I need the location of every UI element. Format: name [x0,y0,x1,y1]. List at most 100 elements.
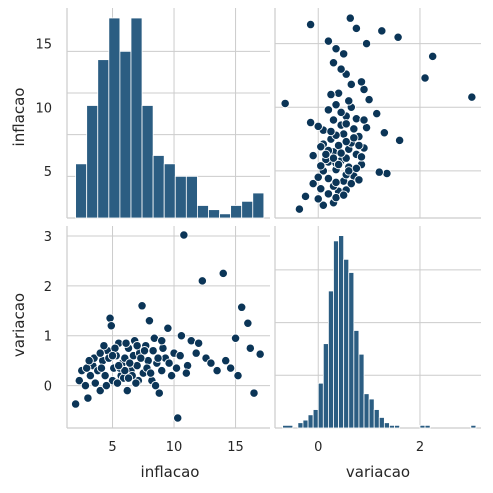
scatter-point [349,124,359,134]
histogram-bar [338,235,345,429]
histogram-bar [152,155,165,219]
scatter-point [420,73,430,83]
y-axis-label-inflacao: inflacao [10,88,28,147]
histogram-bar [368,398,375,429]
scatter-point [237,302,247,312]
scatter-point [123,373,134,383]
histogram-bar [86,105,99,219]
histogram-bar [322,343,329,429]
scatter-point [96,363,107,373]
scatter-point [361,38,372,49]
panel-hist-variacao [274,226,481,429]
scatter-point [359,84,369,95]
y-tick-label: 5 [44,165,52,180]
scatter-point [336,148,346,158]
histogram-bar [252,192,265,219]
scatter-point [197,276,207,286]
x-tick-label: 5 [108,440,116,455]
histogram-bar [328,290,334,429]
y-tick-label: 10 [35,101,52,116]
scatter-point [80,380,91,391]
scatter-point [331,177,341,188]
scatter-point [157,365,167,376]
scatter-point [132,341,142,351]
scatter-point [339,129,349,139]
scatter-point [300,191,311,202]
y-tick-label: 1 [44,330,52,345]
scatter-point [179,230,189,240]
scatter-point [374,167,384,177]
scatter-point [243,318,253,328]
scatter-point [331,192,341,203]
scatter-point [121,338,131,348]
x-tick-label: 10 [166,440,183,455]
scatter-point [328,58,339,68]
scatter-point [333,140,344,151]
scatter-point [99,341,109,351]
scatter-point [225,363,236,373]
scatter-point [428,51,438,62]
histogram-bar [219,213,232,219]
scatter-point [137,301,147,311]
x-axis-label-variacao: variacao [346,463,410,481]
scatter-point [323,105,334,115]
scatter-point [175,351,185,361]
scatter-point [308,150,318,161]
scatter-point [323,36,334,46]
histogram-bar [317,382,324,429]
scatter-point [120,365,130,376]
scatter-point [328,115,339,125]
histogram-bar [241,200,254,219]
scatter-point [354,175,364,185]
x-tick-label: 15 [227,440,244,455]
scatter-point [182,361,193,371]
histogram-bar [333,240,339,429]
scatter-point [323,189,334,199]
scatter-point [382,168,392,179]
scatter-point [321,149,331,160]
histogram-bar [419,424,426,429]
scatter-point [351,114,362,124]
histogram-bar [108,17,121,219]
histogram-bar [130,17,143,219]
histogram-bar [307,414,314,429]
scatter-point [344,166,354,176]
scatter-point [191,348,201,358]
scatter-point [212,365,222,376]
scatter-point [344,96,354,106]
scatter-point [173,413,183,423]
histogram-bar [163,163,176,219]
scatter-point [336,64,346,74]
scatter-point [106,321,116,331]
scatter-point [101,380,112,391]
scatter-point [221,356,231,366]
scatter-point [394,135,405,146]
histogram-bar [378,417,385,429]
panel-scatter-variacao-vs-inflacao-top [274,8,481,219]
scatter-point [364,94,374,105]
scatter-point [105,313,115,323]
scatter-point [333,88,344,98]
scatter-point [153,353,163,363]
scatter-point [341,119,351,129]
scatter-point [148,346,158,356]
scatter-point [318,200,328,210]
histogram-bar [97,59,110,219]
scatter-point [193,338,204,348]
scatter-point [206,358,216,368]
scatter-point [157,336,167,346]
scatter-point [305,117,316,128]
histogram-bar [312,409,319,429]
scatter-point [85,370,96,381]
histogram-bar [208,209,220,219]
histogram-bar [75,163,88,219]
scatter-point [139,346,150,356]
scatter-point [313,194,323,204]
histogram-bar [383,422,390,429]
scatter-point [356,77,367,87]
scatter-point [176,331,187,341]
scatter-point [125,358,135,368]
scatter-point [150,380,161,391]
scatter-point [349,133,359,143]
